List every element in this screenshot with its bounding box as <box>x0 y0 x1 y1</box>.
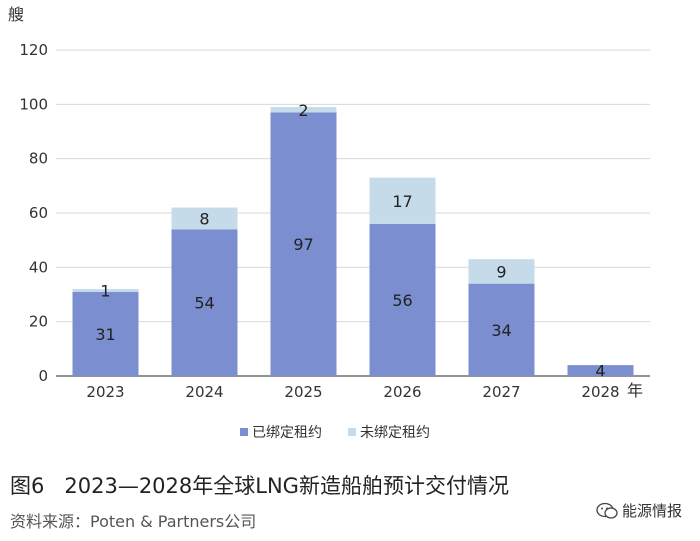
bar-unbound <box>468 259 535 284</box>
x-axis-unit: 年 <box>627 381 643 400</box>
y-tick-label: 80 <box>29 150 48 168</box>
data-label: 8 <box>199 209 209 228</box>
figure-title: 2023—2028年全球LNG新造船舶预计交付情况 <box>64 474 509 498</box>
y-tick-label: 60 <box>29 204 48 222</box>
data-label: 4 <box>595 362 605 381</box>
y-axis-unit: 艘 <box>8 5 24 24</box>
y-tick-label: 40 <box>29 258 48 276</box>
stacked-bar-chart: 艘 0 20 40 60 80 100 120 31 1 54 8 97 2 56 17 34 9 4 2023… <box>8 5 650 441</box>
y-tick-label: 120 <box>19 41 48 59</box>
bar-bound <box>468 283 535 376</box>
legend-label: 未绑定租约 <box>360 425 430 441</box>
legend-label: 已绑定租约 <box>252 425 322 441</box>
x-tick-label: 2026 <box>383 383 421 401</box>
watermark: 能源情报 <box>596 500 682 521</box>
source-note: 资料来源：Poten & Partners公司 <box>10 512 257 531</box>
data-label: 1 <box>100 281 110 300</box>
bar-unbound <box>369 177 436 224</box>
legend-swatch-unbound <box>348 428 356 436</box>
bar-bound <box>72 291 139 376</box>
grid-lines <box>56 49 650 377</box>
bar-bound <box>369 223 436 376</box>
x-tick-label: 2023 <box>86 383 124 401</box>
bar-unbound <box>72 289 139 292</box>
wechat-icon <box>596 502 618 519</box>
y-tick-labels: 0 20 40 60 80 100 120 <box>19 41 48 385</box>
bar-bound <box>270 112 337 376</box>
x-tick-labels: 2023 2024 2025 2026 2027 2028 <box>86 383 619 401</box>
data-label: 9 <box>496 262 506 281</box>
data-label: 97 <box>293 235 313 254</box>
x-tick-label: 2027 <box>482 383 520 401</box>
y-tick-label: 20 <box>29 313 48 331</box>
bar-bound <box>171 229 238 376</box>
data-label: 31 <box>95 325 115 344</box>
figure-number: 图6 <box>10 474 45 498</box>
data-label: 54 <box>194 294 214 313</box>
bar-unbound <box>270 107 337 113</box>
data-label: 2 <box>298 101 308 120</box>
watermark-label: 能源情报 <box>621 502 682 520</box>
bar-unbound <box>171 207 238 230</box>
bar-bound <box>567 365 634 376</box>
bars: 31 1 54 8 97 2 56 17 34 9 4 <box>72 101 634 381</box>
data-label: 56 <box>392 291 412 310</box>
legend-swatch-bound <box>240 428 248 436</box>
data-label: 17 <box>392 192 412 211</box>
x-tick-label: 2028 <box>581 383 619 401</box>
data-label: 34 <box>491 321 511 340</box>
y-tick-label: 100 <box>19 95 48 113</box>
x-tick-label: 2025 <box>284 383 322 401</box>
y-tick-label: 0 <box>38 367 48 385</box>
x-tick-label: 2024 <box>185 383 223 401</box>
legend: 已绑定租约 未绑定租约 <box>240 425 430 441</box>
figure-caption: 图6 2023—2028年全球LNG新造船舶预计交付情况 <box>10 470 509 500</box>
